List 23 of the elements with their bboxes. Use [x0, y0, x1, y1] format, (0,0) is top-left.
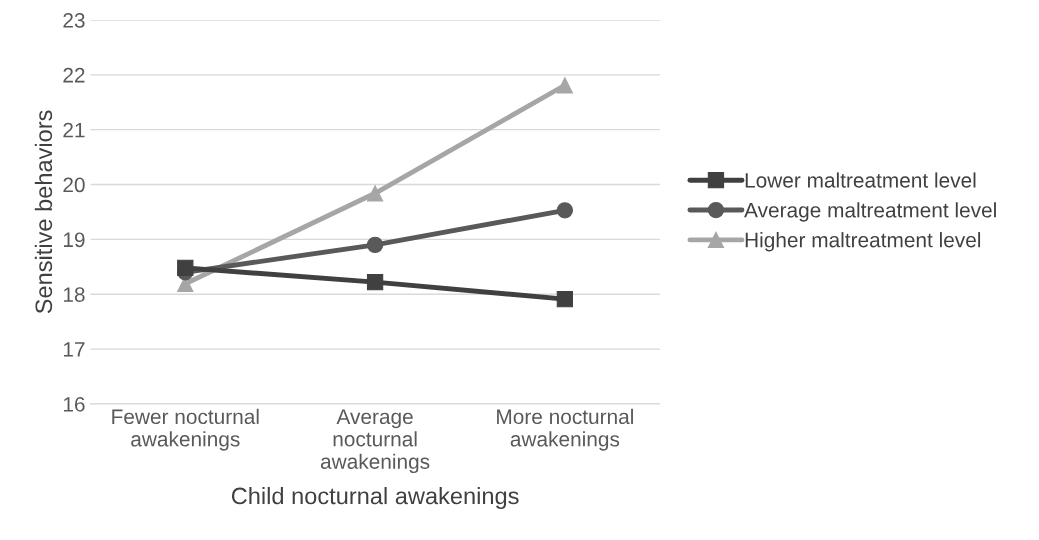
- x-tick-label: More nocturnal awakenings: [497, 408, 633, 451]
- x-axis-title: Child nocturnal awakenings: [231, 486, 519, 509]
- point: [366, 274, 384, 291]
- y-tick-label: 22: [63, 67, 85, 83]
- point: [556, 291, 574, 308]
- y-tick-label: 21: [63, 122, 85, 138]
- legend-label: Lower maltreatment level: [745, 172, 976, 188]
- y-tick-label: 23: [63, 12, 85, 28]
- y-tick-label: 18: [63, 287, 85, 302]
- y-axis-title: Sensitive behaviors: [34, 110, 53, 314]
- x-tick-label: Average nocturnal awakenings: [320, 409, 430, 474]
- point: [366, 185, 384, 202]
- y-tick-label: 20: [63, 177, 85, 193]
- y-tick-label: 19: [63, 232, 85, 248]
- y-tick-label: 16: [63, 396, 85, 412]
- point: [366, 236, 384, 254]
- y-tick-label: 17: [63, 342, 85, 357]
- point: [177, 259, 194, 277]
- point: [556, 77, 574, 94]
- point: [556, 202, 574, 219]
- legend-label: Average maltreatment level: [744, 202, 996, 222]
- x-tick-label: Fewer nocturnal awakenings: [112, 408, 259, 451]
- legend-label: Higher maltreatment level: [745, 232, 981, 252]
